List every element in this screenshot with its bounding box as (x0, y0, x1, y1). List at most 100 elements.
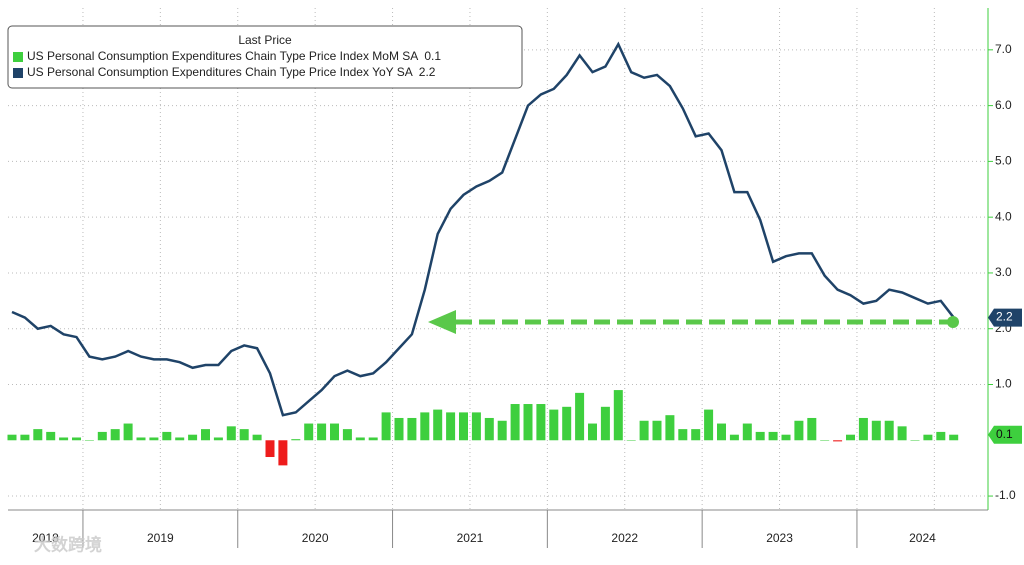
bar (871, 420, 881, 441)
bar (420, 412, 430, 441)
y-tick-label: 7.0 (995, 42, 1012, 56)
bar (304, 423, 314, 441)
legend-box (7, 25, 523, 89)
grid (8, 8, 988, 510)
bar (497, 420, 507, 441)
bar (381, 412, 391, 441)
bar (717, 423, 726, 441)
bar (742, 423, 752, 441)
legend-label: US Personal Consumption Expenditures Cha… (27, 49, 418, 63)
x-tick-label: 2023 (766, 531, 793, 545)
bar (794, 420, 804, 441)
bar (342, 429, 352, 441)
last-value-box (988, 425, 1022, 444)
x-tick-label: 2021 (457, 531, 484, 545)
watermark: 大数跨境 (34, 534, 102, 554)
bar (84, 440, 94, 441)
bar (923, 434, 933, 441)
bar (226, 426, 236, 441)
bar (884, 420, 894, 441)
x-tick-label: 2022 (611, 531, 638, 545)
bar (265, 440, 275, 458)
bar (691, 429, 701, 441)
bar (833, 440, 843, 442)
bar (59, 437, 69, 441)
bar (162, 431, 172, 441)
bar (330, 423, 339, 441)
bar (123, 423, 133, 441)
marks (7, 41, 959, 466)
bar (175, 437, 185, 441)
line (11, 41, 955, 417)
bar (626, 440, 636, 441)
bar (562, 406, 572, 441)
bar (46, 431, 56, 441)
y-tick-label: 4.0 (995, 209, 1012, 223)
bar (729, 434, 739, 441)
x-tick-label: 2019 (147, 531, 174, 545)
bar (110, 429, 120, 441)
bar (536, 404, 546, 441)
bar (368, 437, 378, 441)
bar (613, 390, 623, 441)
last-value-label: 2.2 (996, 310, 1013, 324)
bar (188, 434, 198, 441)
bar (652, 420, 662, 441)
bar (252, 434, 262, 441)
bar (355, 437, 365, 441)
legend-swatch (13, 68, 23, 78)
bar (149, 437, 159, 441)
bar (600, 406, 610, 441)
bar (278, 440, 288, 466)
legend-value: 2.2 (419, 65, 436, 79)
bar (136, 437, 146, 441)
bar (768, 431, 778, 441)
bar (704, 409, 714, 441)
bar (858, 417, 868, 441)
bar (549, 409, 559, 441)
bar (588, 423, 597, 441)
bar (72, 437, 81, 441)
bar (484, 417, 494, 441)
legend: Last Price US Personal Consumption Expen… (7, 25, 523, 89)
bar (523, 404, 533, 441)
bar (807, 417, 817, 441)
bar (7, 434, 17, 441)
legend-label: US Personal Consumption Expenditures Cha… (27, 65, 413, 79)
y-tick-label: 1.0 (995, 377, 1012, 391)
last-value-label: 0.1 (996, 427, 1013, 441)
bar (897, 426, 907, 441)
bar (846, 434, 855, 441)
bar (510, 404, 520, 441)
bar (201, 429, 210, 441)
bar (459, 412, 468, 441)
y-tick-label: 6.0 (995, 98, 1012, 112)
x-tick-label: 2024 (909, 531, 936, 545)
bar (820, 440, 830, 441)
bar (949, 434, 959, 441)
y-tick-label: 5.0 (995, 154, 1012, 168)
last-value-box (988, 308, 1022, 327)
bar (394, 417, 404, 441)
bar (910, 440, 920, 441)
y-tick-label: -1.0 (995, 488, 1016, 502)
bar (291, 439, 301, 441)
bar (317, 423, 327, 441)
legend-title: Last Price (238, 33, 292, 47)
bar (213, 437, 223, 441)
bar (433, 409, 443, 441)
bar (665, 415, 675, 441)
legend-swatch (13, 52, 23, 62)
arrow-head (428, 310, 456, 334)
bar (678, 429, 688, 441)
bar (20, 434, 30, 441)
x-tick-label: 2018 (32, 531, 59, 545)
bar (471, 412, 481, 441)
bar (781, 434, 791, 441)
bar (407, 417, 417, 441)
bar (33, 429, 43, 441)
bar (639, 420, 649, 441)
bar (755, 431, 765, 441)
